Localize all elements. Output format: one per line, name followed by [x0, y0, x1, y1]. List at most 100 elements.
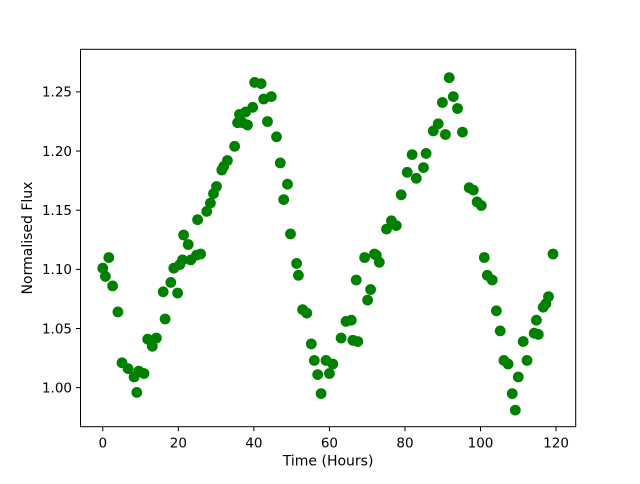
y-tick-label: 1.15 [42, 203, 72, 219]
data-point [255, 78, 267, 89]
data-point [335, 332, 347, 344]
data-point [172, 287, 184, 299]
data-point [146, 340, 158, 352]
data-point [440, 129, 451, 140]
data-point [242, 119, 253, 131]
data-point [182, 239, 194, 250]
data-point [345, 314, 357, 326]
data-point [271, 131, 282, 143]
x-tick-label: 20 [170, 436, 187, 452]
plot-border [80, 48, 577, 428]
y-tick-label: 1.10 [42, 262, 72, 278]
data-point [406, 149, 418, 161]
data-point [443, 72, 455, 84]
y-tick-label: 1.00 [42, 380, 72, 396]
data-point [293, 269, 304, 281]
data-point [437, 97, 448, 108]
data-point [178, 229, 190, 241]
data-point [352, 336, 364, 347]
data-point [420, 148, 432, 159]
data-point [517, 336, 529, 347]
data-point [531, 314, 542, 326]
data-point [285, 228, 296, 240]
data-point [291, 258, 302, 269]
data-point [395, 189, 407, 201]
data-point [305, 338, 317, 350]
y-tick-label: 1.20 [42, 144, 72, 160]
data-point [211, 181, 222, 192]
data-point [205, 197, 216, 209]
data-point [100, 271, 111, 282]
data-point [432, 118, 444, 130]
y-tick-label: 1.25 [42, 85, 72, 101]
data-point [195, 248, 207, 260]
x-tick-label: 40 [245, 436, 262, 452]
data-point [324, 368, 335, 379]
data-point [112, 306, 124, 318]
data-point [301, 307, 313, 319]
data-point [512, 371, 524, 383]
data-point [475, 200, 487, 211]
data-point [410, 172, 422, 184]
y-axis-label: Normalised Flux [20, 182, 36, 295]
x-axis-label: Time (Hours) [282, 454, 374, 470]
data-point [165, 277, 177, 288]
data-point [177, 254, 188, 266]
x-tick-label: 100 [468, 436, 494, 452]
data-point [494, 325, 506, 337]
axis-ticks: 0 20 40 60 80 100 120 1.00 1.05 1.10 1.15 1.20 1.25 [42, 85, 569, 452]
data-point [327, 358, 339, 370]
data-point [312, 369, 324, 380]
x-tick-label: 60 [321, 436, 338, 452]
data-point [381, 223, 392, 235]
data-point [362, 294, 373, 306]
data-point [315, 388, 327, 399]
data-point [262, 116, 273, 127]
data-point [543, 291, 554, 302]
data-point [491, 305, 502, 317]
data-point [157, 286, 169, 298]
data-point [282, 178, 293, 190]
data-point [521, 355, 533, 366]
data-point [151, 332, 162, 344]
data-point [359, 252, 370, 263]
data-point [274, 157, 286, 169]
x-tick-label: 0 [98, 436, 107, 452]
data-point [401, 166, 413, 178]
data-point [418, 162, 429, 174]
data-point [122, 363, 134, 375]
data-point [107, 280, 118, 292]
data-point [229, 140, 241, 152]
data-point [138, 368, 150, 379]
data-point [486, 274, 498, 286]
data-point [457, 126, 468, 138]
scatter-points [97, 72, 559, 416]
data-point [506, 388, 518, 399]
data-point [547, 248, 559, 260]
x-tick-label: 120 [543, 436, 569, 452]
data-point [222, 155, 233, 166]
data-point [452, 103, 463, 114]
data-point [509, 404, 521, 416]
data-point [365, 284, 376, 295]
data-point [447, 91, 459, 102]
data-point [350, 274, 362, 286]
data-point [467, 184, 479, 196]
data-point [192, 214, 204, 226]
data-point [131, 387, 143, 398]
data-point [201, 206, 213, 217]
data-point [308, 355, 320, 366]
data-point [97, 262, 109, 274]
data-point [502, 358, 514, 370]
data-point [265, 91, 277, 102]
data-point [532, 329, 544, 340]
data-point [159, 313, 171, 325]
data-point [247, 101, 259, 113]
y-tick-label: 1.05 [42, 321, 72, 337]
x-tick-label: 80 [396, 436, 413, 452]
data-point [278, 194, 290, 206]
data-point [478, 252, 490, 263]
data-point [390, 220, 402, 232]
